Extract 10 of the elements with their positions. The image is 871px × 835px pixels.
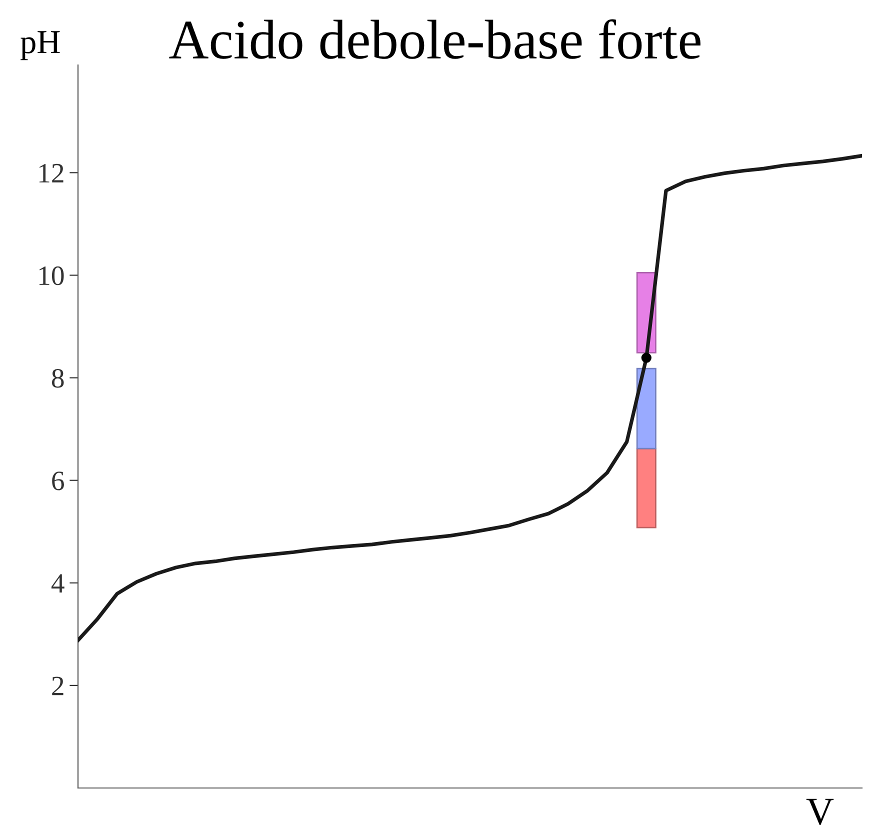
x-axis-title: V	[806, 798, 834, 825]
y-tick-label: 12	[39, 164, 64, 182]
y-tick-label: 2	[52, 676, 64, 696]
y-tick-label: 8	[52, 368, 64, 388]
y-axis-title: pH	[20, 31, 60, 60]
line-series	[78, 154, 862, 642]
y-tick-label: 10	[39, 266, 64, 286]
y-tick-label: 6	[52, 472, 64, 490]
y-tick-label: 4	[51, 574, 64, 593]
chart-title: Acido debole-base forte	[169, 19, 700, 59]
